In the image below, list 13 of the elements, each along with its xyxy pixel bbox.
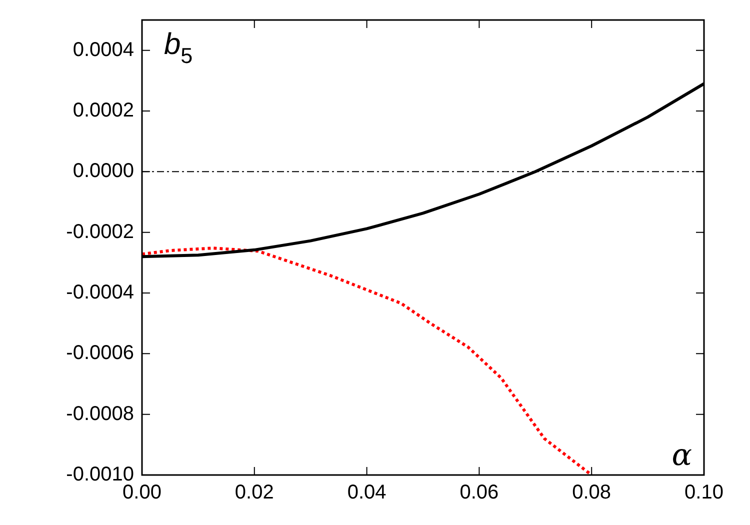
y-tick-label: -0.0004 bbox=[66, 282, 134, 304]
x-tick-label: 0.06 bbox=[460, 482, 499, 504]
x-axis-title: α bbox=[672, 438, 692, 473]
y-tick-label: -0.0008 bbox=[66, 402, 134, 425]
y-tick-label: -0.0006 bbox=[66, 342, 134, 364]
y-tick-label: 0.0000 bbox=[72, 160, 134, 182]
y-tick-label: 0.0002 bbox=[72, 100, 134, 122]
y-tick-label: 0.0004 bbox=[72, 38, 134, 61]
x-tick-label: 0.04 bbox=[347, 482, 386, 504]
x-tick-label: 0.10 bbox=[684, 482, 724, 504]
y-tick-label: -0.0002 bbox=[66, 220, 134, 243]
x-tick-label: 0.02 bbox=[234, 482, 274, 504]
x-tick-label: 0.08 bbox=[572, 482, 612, 504]
